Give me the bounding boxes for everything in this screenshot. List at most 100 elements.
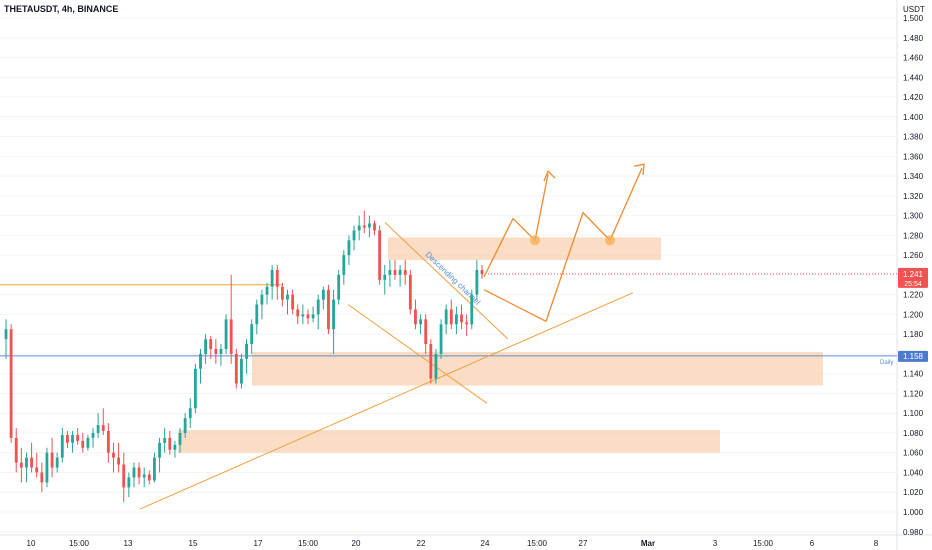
- candle: [332, 289, 335, 354]
- price-tick: 1.280: [903, 231, 924, 240]
- candle-body: [50, 452, 54, 468]
- candle: [86, 434, 90, 451]
- price-tick: 1.300: [903, 212, 924, 221]
- candle-body: [414, 309, 417, 325]
- candle: [50, 437, 54, 478]
- time-tick: 22: [417, 539, 426, 548]
- candle-body: [158, 442, 161, 458]
- price-tick: 1.320: [903, 192, 924, 201]
- candle-body: [183, 418, 187, 433]
- candle-body: [106, 430, 110, 453]
- candle-body: [240, 358, 243, 384]
- candle: [45, 447, 49, 488]
- candle: [66, 430, 69, 448]
- time-tick: 6: [810, 539, 815, 548]
- candle-body: [383, 274, 387, 280]
- candle: [229, 274, 233, 364]
- candle-body: [60, 434, 64, 458]
- price-tick: 1.420: [903, 93, 924, 102]
- candle-body: [147, 474, 151, 481]
- candle: [76, 428, 80, 445]
- candle-body: [280, 286, 284, 300]
- candle-body: [71, 434, 74, 443]
- candle: [337, 269, 341, 305]
- candle-body: [455, 314, 458, 325]
- candle-body: [45, 452, 49, 483]
- price-tick: 1.000: [903, 508, 924, 517]
- candle: [147, 470, 151, 485]
- time-tick: 17: [254, 539, 263, 548]
- candle-body: [86, 437, 90, 448]
- time-tick: Mar: [641, 539, 655, 548]
- price-tick: 1.340: [903, 172, 924, 181]
- candle: [424, 314, 428, 354]
- candle: [342, 250, 346, 285]
- candle: [383, 265, 387, 295]
- candle-body: [25, 457, 28, 468]
- candle-body: [327, 289, 330, 330]
- candle: [173, 440, 177, 458]
- candle-body: [153, 457, 156, 481]
- candle: [245, 339, 248, 374]
- price-tick: 1.220: [903, 291, 924, 300]
- candle-body: [398, 269, 402, 275]
- candle: [106, 423, 110, 463]
- price-tick: 1.060: [903, 449, 924, 458]
- candle-body: [460, 314, 463, 323]
- candle-body: [35, 467, 39, 473]
- candle-body: [296, 309, 300, 317]
- trendline: [139, 292, 634, 510]
- candle: [327, 284, 330, 335]
- candle-body: [96, 425, 100, 433]
- candle: [178, 428, 182, 453]
- candle: [414, 299, 417, 330]
- candle-body: [204, 339, 208, 354]
- candle-body: [9, 329, 13, 438]
- price-tick: 1.180: [903, 330, 924, 339]
- candle-body: [19, 462, 23, 468]
- candle: [168, 430, 172, 455]
- target-circle-2: [605, 235, 615, 246]
- candle: [163, 428, 167, 453]
- candle: [367, 215, 371, 238]
- candle-body: [101, 425, 105, 431]
- candle-body: [275, 269, 279, 287]
- candle: [158, 437, 161, 473]
- candle-body: [117, 457, 121, 465]
- candle-body: [40, 472, 44, 483]
- candle: [439, 319, 443, 359]
- candle: [40, 462, 44, 493]
- candle: [224, 314, 228, 354]
- candle: [9, 324, 13, 443]
- candle: [250, 319, 254, 354]
- candle-body: [419, 319, 422, 325]
- candle-body: [229, 319, 233, 354]
- price-tick: 1.380: [903, 133, 924, 142]
- candle-body: [260, 294, 264, 305]
- candle-body: [352, 230, 356, 241]
- candle-body: [122, 464, 126, 488]
- candle-body: [480, 269, 484, 274]
- chart-title: THETAUSDT, 4h, BINANCE: [4, 4, 119, 14]
- candle: [91, 428, 95, 448]
- last-price-badge: [898, 267, 928, 288]
- daily-price-badge: [898, 350, 928, 362]
- last-price-value: 1.241: [903, 270, 924, 279]
- daily-label: Daily: [880, 360, 893, 366]
- candle-body: [66, 434, 69, 443]
- candle-body: [55, 457, 59, 468]
- candle: [234, 348, 238, 389]
- candle-body: [408, 274, 412, 310]
- arrowhead-1: [543, 169, 556, 182]
- price-tick: 0.980: [903, 528, 924, 537]
- price-tick: 1.440: [903, 73, 924, 82]
- candle: [25, 452, 28, 483]
- candle: [470, 289, 474, 330]
- candle: [388, 260, 392, 287]
- candle: [240, 353, 243, 389]
- candle-body: [178, 432, 182, 445]
- candle: [419, 314, 422, 335]
- time-tick: 15:00: [527, 539, 548, 548]
- time-tick: 20: [352, 539, 361, 548]
